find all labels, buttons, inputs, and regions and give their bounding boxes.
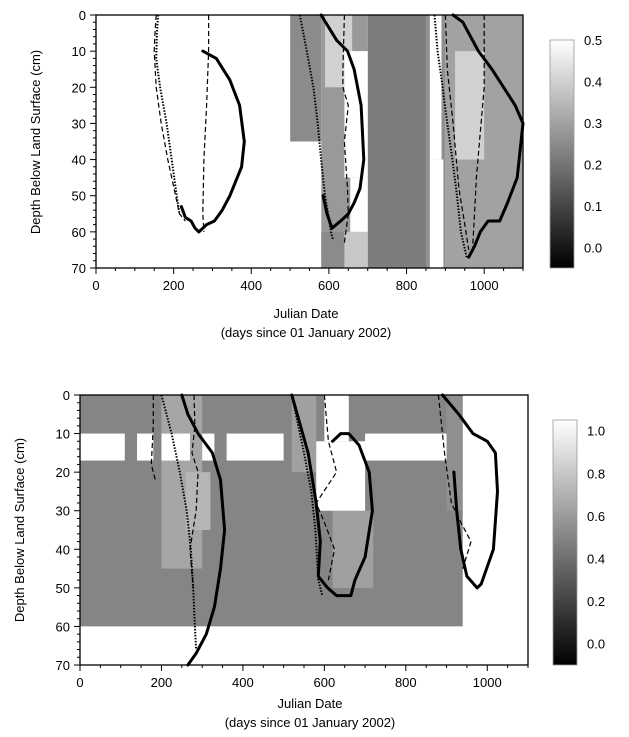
top-x-tick-label-800: 800 <box>396 278 418 293</box>
top-no-data-region-4 <box>429 15 442 160</box>
bottom-y-tick-label-50: 50 <box>56 581 70 596</box>
bottom-colorbar-label-5: 0.0 <box>587 637 605 652</box>
bottom-colorbar-label-4: 0.2 <box>587 594 605 609</box>
top-heatmap-cell-6 <box>455 51 485 160</box>
top-colorbar-label-4: 0.1 <box>584 199 602 214</box>
top-x-tick-label-0: 0 <box>92 278 99 293</box>
top-colorbar-gradient <box>549 39 575 269</box>
bottom-heatmap-cell-2 <box>185 472 211 530</box>
bottom-y-tick-label-60: 60 <box>56 619 70 634</box>
top-colorbar-label-3: 0.2 <box>584 157 602 172</box>
bottom-y-tick-label-30: 30 <box>56 504 70 519</box>
bottom-colorbar-label-0: 1.0 <box>587 424 605 439</box>
bottom-dotted-contour-0 <box>160 394 198 650</box>
top-x-tick-label-200: 200 <box>163 278 185 293</box>
bottom-heatmap-cell-5 <box>446 395 463 511</box>
top-y-tick-label-30: 30 <box>72 116 86 131</box>
bottom-heatmap-cell-0 <box>80 395 463 627</box>
bottom-colorbar-label-2: 0.6 <box>587 509 605 524</box>
top-x-axis-sublabel: (days since 01 January 2002) <box>221 325 392 340</box>
top-dashed-contour-1 <box>202 15 210 232</box>
bottom-x-tick-label-800: 800 <box>395 675 417 690</box>
bottom-axes: 0 200 400 600 800 1000 0 10 20 30 40 50 60 70 <box>56 388 529 690</box>
top-plot-area <box>96 13 525 268</box>
top-x-tick-label-400: 400 <box>240 278 262 293</box>
bottom-solid-contour-0 <box>180 393 227 667</box>
top-colorbar-label-2: 0.3 <box>584 116 602 131</box>
top-axes: 0 200 400 600 800 1000 0 10 20 30 40 50 60 70 <box>72 8 524 293</box>
bottom-y-tick-label-20: 20 <box>56 465 70 480</box>
bottom-no-data-region-0 <box>80 433 125 461</box>
bottom-y-tick-label-10: 10 <box>56 427 70 442</box>
top-colorbar-label-5: 0.0 <box>584 240 602 255</box>
top-dotted-contour-2 <box>433 14 468 258</box>
bottom-y-tick-label-40: 40 <box>56 542 70 557</box>
top-colorbar-label-1: 0.4 <box>584 74 602 89</box>
bottom-no-data-region-4 <box>226 433 284 461</box>
top-x-tick-label-600: 600 <box>318 278 340 293</box>
top-solid-contour-1 <box>319 13 366 230</box>
top-x-axis-label: Julian Date <box>273 306 338 321</box>
top-y-tick-label-70: 70 <box>72 261 86 276</box>
bottom-plot-area <box>80 393 528 667</box>
top-no-data-region-5 <box>429 159 444 268</box>
top-colorbar-label-0: 0.5 <box>584 33 602 48</box>
top-colorbar: 0.5 0.4 0.3 0.2 0.1 0.0 <box>549 33 602 269</box>
bottom-dotted-contour-1 <box>290 394 324 596</box>
bottom-x-axis-sublabel: (days since 01 January 2002) <box>225 715 396 730</box>
bottom-x-axis-label: Julian Date <box>277 696 342 711</box>
top-solid-contour-2 <box>451 13 525 259</box>
bottom-solid-contour-1 <box>290 393 374 598</box>
bottom-x-tick-label-400: 400 <box>232 675 254 690</box>
bottom-no-data-region-1 <box>137 433 154 461</box>
bottom-no-data-region-7 <box>365 433 447 461</box>
bottom-solid-contour-2 <box>441 393 499 590</box>
bottom-colorbar-label-1: 0.8 <box>587 466 605 481</box>
bottom-colorbar-label-3: 0.4 <box>587 551 605 566</box>
bottom-x-tick-label-600: 600 <box>314 675 336 690</box>
top-y-tick-label-10: 10 <box>72 44 86 59</box>
top-heatmap-cell-8 <box>344 231 368 268</box>
top-dotted-contour-0 <box>155 14 181 214</box>
bottom-moisture-panel: 0 200 400 600 800 1000 0 10 20 30 40 50 60 70 1.0 0.8 0… <box>12 388 605 730</box>
top-dashed-contour-4 <box>471 15 485 250</box>
top-dashed-contour-0 <box>153 14 186 222</box>
bottom-colorbar: 1.0 0.8 0.6 0.4 0.2 0.0 <box>552 419 605 666</box>
top-heatmap-cell-0 <box>290 15 322 142</box>
top-y-tick-label-0: 0 <box>79 8 86 23</box>
top-y-tick-label-40: 40 <box>72 153 86 168</box>
top-solid-contour-0 <box>179 49 246 234</box>
top-dashed-contour-2 <box>342 14 349 243</box>
top-y-tick-label-50: 50 <box>72 189 86 204</box>
top-y-axis-label: Depth Below Land Surface (cm) <box>28 50 43 234</box>
bottom-x-tick-label-1000: 1000 <box>473 675 502 690</box>
top-heatmap-cell-7 <box>321 231 345 268</box>
bottom-colorbar-gradient <box>552 419 578 666</box>
top-no-data-region-0 <box>96 15 291 268</box>
bottom-no-data-region-6 <box>316 441 366 511</box>
bottom-y-tick-label-0: 0 <box>63 388 70 403</box>
bottom-no-data-region-2 <box>161 433 190 461</box>
bottom-y-axis-label: Depth Below Land Surface (cm) <box>12 438 27 622</box>
bottom-x-tick-label-0: 0 <box>76 675 83 690</box>
top-y-tick-label-60: 60 <box>72 225 86 240</box>
top-heatmap-cell-3 <box>367 15 426 268</box>
bottom-y-tick-label-70: 70 <box>56 658 70 673</box>
top-y-tick-label-20: 20 <box>72 80 86 95</box>
top-no-data-region-1 <box>290 141 322 268</box>
top-no-data-region-3 <box>350 177 368 232</box>
top-x-tick-label-1000: 1000 <box>470 278 499 293</box>
bottom-x-tick-label-200: 200 <box>151 675 173 690</box>
bottom-dashed-contour-3 <box>437 394 472 569</box>
bottom-dashed-contour-0 <box>150 395 156 481</box>
bottom-no-data-region-9 <box>80 626 463 665</box>
